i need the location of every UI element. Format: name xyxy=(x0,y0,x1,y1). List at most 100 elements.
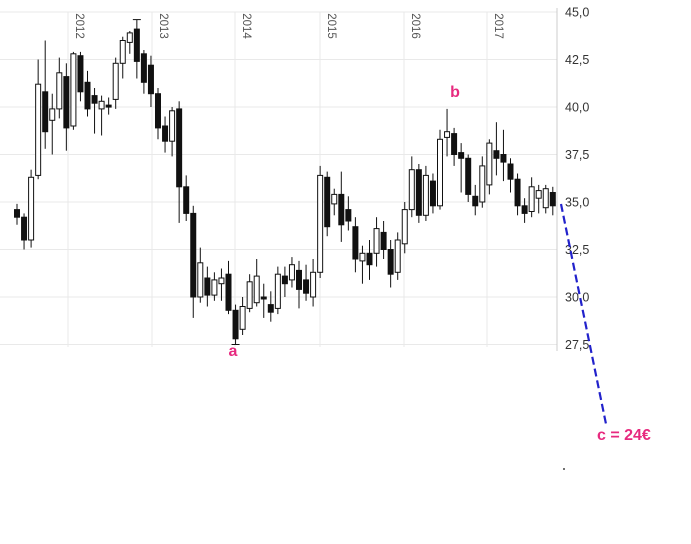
candle xyxy=(542,184,549,214)
candle xyxy=(98,95,105,136)
year-label: 2017 xyxy=(492,13,504,39)
candle xyxy=(345,196,352,231)
y-axis-labels: 45,042,540,037,535,032,530,027,5 xyxy=(565,6,589,353)
candle xyxy=(549,186,556,216)
candle xyxy=(451,127,458,166)
candle xyxy=(190,205,197,318)
candle xyxy=(281,266,288,297)
candle xyxy=(140,50,147,94)
annotation-b: b xyxy=(450,84,460,101)
candle xyxy=(274,266,281,315)
candle xyxy=(77,51,84,102)
year-label: 2013 xyxy=(157,13,169,39)
year-label: 2016 xyxy=(409,13,421,39)
candle xyxy=(429,173,436,214)
candle xyxy=(528,177,535,218)
candle xyxy=(366,240,373,280)
stray-dot xyxy=(563,468,565,470)
candle xyxy=(507,158,514,193)
candle xyxy=(394,232,401,280)
candle xyxy=(310,259,317,307)
candle xyxy=(493,122,500,176)
candle xyxy=(183,175,190,221)
candle xyxy=(331,188,338,216)
candle xyxy=(126,31,133,54)
candle xyxy=(267,291,274,322)
candle xyxy=(521,198,528,223)
candle xyxy=(486,139,493,195)
candle xyxy=(444,108,451,157)
candle xyxy=(303,264,310,301)
candle xyxy=(317,165,324,278)
candle xyxy=(169,107,176,157)
y-tick-label: 30,0 xyxy=(565,291,589,305)
candle xyxy=(373,217,380,267)
candle xyxy=(155,88,161,140)
candle xyxy=(288,257,295,288)
candle xyxy=(514,173,521,216)
candle xyxy=(197,247,204,303)
year-label: 2012 xyxy=(73,13,85,39)
y-tick-label: 35,0 xyxy=(565,196,589,210)
candle xyxy=(352,217,359,273)
candle xyxy=(479,156,486,208)
candle xyxy=(42,40,49,149)
annotation-a: a xyxy=(228,343,238,360)
candle xyxy=(84,70,91,117)
candle xyxy=(535,184,542,214)
y-tick-label: 42,5 xyxy=(565,53,589,67)
projection-line xyxy=(559,203,608,425)
candle xyxy=(211,272,218,301)
candle xyxy=(296,260,302,309)
candle xyxy=(176,101,183,223)
annotation-c-target: c = 24€ xyxy=(597,427,651,444)
candle xyxy=(422,165,429,221)
candle xyxy=(359,245,366,284)
candle xyxy=(49,93,56,155)
candle xyxy=(338,171,345,242)
candle xyxy=(246,274,253,313)
candle xyxy=(35,59,42,180)
candle xyxy=(380,221,387,259)
candle xyxy=(162,116,169,153)
year-label: 2014 xyxy=(240,13,252,39)
candle xyxy=(119,36,126,79)
candle xyxy=(437,129,443,210)
candles-series xyxy=(14,19,556,345)
candle xyxy=(415,164,422,223)
candle xyxy=(465,154,472,202)
candle xyxy=(112,57,119,109)
candle xyxy=(458,143,465,193)
candle xyxy=(70,51,77,130)
candle xyxy=(14,203,20,225)
candle xyxy=(239,297,246,335)
candle xyxy=(324,171,331,237)
candle xyxy=(91,88,98,134)
candle xyxy=(132,19,141,79)
candle xyxy=(21,213,28,250)
candle xyxy=(472,184,479,216)
candle xyxy=(105,97,112,115)
price-gridlines xyxy=(0,11,557,345)
candle xyxy=(218,268,225,301)
candle xyxy=(56,57,63,119)
y-tick-label: 27,5 xyxy=(565,338,589,352)
candle xyxy=(231,304,240,345)
year-label: 2015 xyxy=(325,13,337,39)
candle xyxy=(500,129,507,182)
candle xyxy=(260,283,267,318)
candle xyxy=(387,240,394,288)
year-labels: 2012 2013 2014 2015 2016 2017 xyxy=(73,13,504,39)
candle xyxy=(408,156,415,218)
y-tick-label: 37,5 xyxy=(565,148,589,162)
candle xyxy=(253,259,260,307)
candle xyxy=(401,202,408,254)
y-tick-label: 45,0 xyxy=(565,6,589,20)
candle xyxy=(225,260,232,315)
candle xyxy=(147,55,154,107)
y-tick-label: 40,0 xyxy=(565,101,589,115)
candle xyxy=(28,169,35,248)
candle xyxy=(63,63,70,151)
